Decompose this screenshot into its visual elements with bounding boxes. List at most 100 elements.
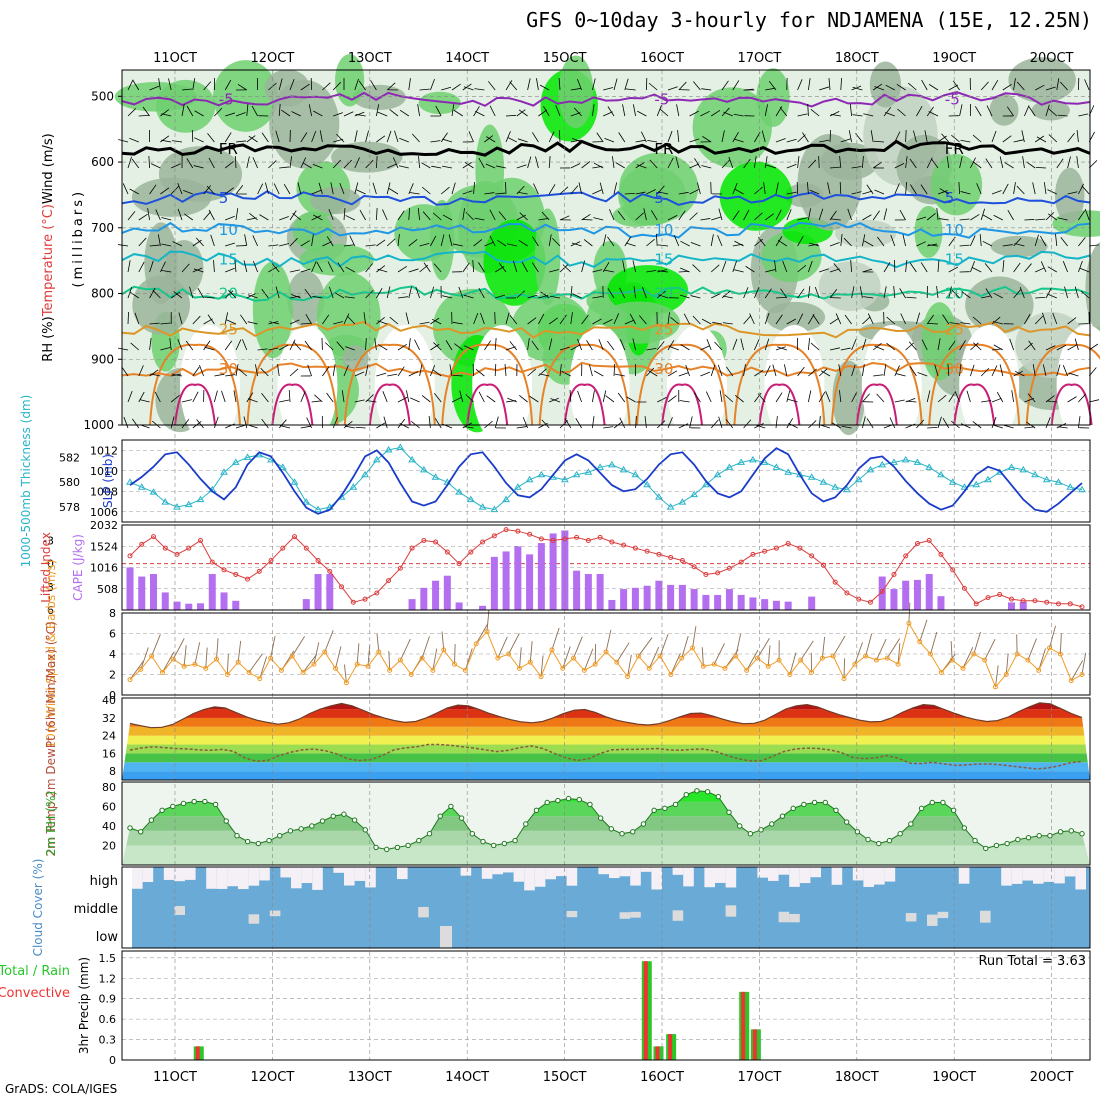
wind-barb [397,366,405,377]
wind-barb [518,239,528,247]
wind-barb [186,158,194,169]
wind-barb [714,341,723,351]
wind-barb [550,398,561,403]
wind-barb [430,286,435,299]
wind-barb [592,104,595,117]
wind-barb [1013,139,1024,143]
rh-patch [534,208,561,306]
wind-barb [376,208,378,221]
cloud-high-cell [1011,867,1023,884]
thickness-tick-label: 580 [59,476,80,489]
wind-barb [161,113,172,117]
wind-barb [203,340,211,351]
wind-barb [808,338,810,351]
wind-barb [194,137,204,143]
x-label-bottom: 20OCT [1030,1070,1074,1085]
wind-barb [765,269,776,273]
wind-barb [408,371,419,377]
wind-barb [603,87,614,91]
panel-frame-upper [121,69,1091,426]
wind-barb [462,190,473,195]
wind-barb [214,390,218,403]
cape-bar [1019,601,1027,610]
wind-barb [261,132,269,143]
wind-barb [1024,105,1030,117]
cape-bar [913,579,921,610]
li-point [985,595,991,601]
temp-tick-label: 32 [102,712,116,725]
wind-point [138,666,144,672]
x-label-bottom: 19OCT [932,1070,976,1085]
cloud-high-cell [513,867,525,882]
wind-barb [1013,289,1022,299]
wind-barb [700,110,710,117]
wind-barb [224,132,232,143]
wind-barb [607,106,615,117]
wind-barb [721,159,730,169]
thickness-point [737,458,746,465]
wind-barb [1078,210,1086,221]
wind-barb [225,267,235,273]
wind-barb [204,346,215,351]
rh-point [223,818,229,824]
wind-barb [991,130,997,143]
thickness-point [502,495,510,503]
wind-barb [999,156,1004,169]
wind-barb [825,391,831,403]
wind-barb [214,107,223,117]
wind-barb [1059,81,1068,91]
slp-tick-label: 1012 [90,444,118,457]
panel-frame-temp [121,697,1091,781]
thickness-point [1066,483,1075,490]
wind-barb [710,264,720,273]
cape-bar [208,574,216,610]
rh-point [801,801,807,808]
wind-barb [948,266,959,273]
thickness-point [631,470,640,478]
wind-barb [449,364,453,377]
wind-barb [693,81,701,91]
wind-barb [885,84,895,91]
isotherm-label: FR [219,140,238,158]
thickness-point [807,473,816,480]
wind-barb [593,217,604,221]
li-point [1079,604,1085,610]
wind-barb [505,131,511,143]
wind-barb [872,210,880,221]
thickness-point [913,458,922,465]
wind-barb [622,104,626,117]
rh-axis-title: 2m RH (%) [44,791,58,856]
wind-barb [946,156,950,169]
wind-barb [489,235,496,247]
wind-barb [197,287,204,299]
wind-barb [632,104,636,117]
wind-barb [710,234,714,247]
rh-tick-label: 60 [102,800,116,813]
wind-point [506,651,512,657]
slp-series [129,447,1083,515]
wind-barb [376,287,383,299]
li-point [480,539,486,545]
precip-tick-label: 0 [109,1054,116,1067]
cape-bar [549,533,557,610]
wind-barb [786,191,797,195]
wind-barb [629,313,636,325]
temp-axis-title: 2m Temp 2m DewPt (6hr Min/Max) (°C) [44,621,58,856]
rh-point [448,803,454,810]
li-point [973,601,979,607]
isotherm-dome-inner [855,383,898,426]
wind-barb [583,239,593,247]
wind-barb-10m [1049,625,1056,648]
wind-barb [365,364,369,377]
wind-barb [149,338,152,351]
li-point [679,558,685,564]
wind-barb [764,312,770,325]
isotherm-dome [441,343,534,426]
wind-barb [177,338,183,351]
cape-bar [678,584,686,610]
wind-barb [883,364,887,377]
isotherm-dome-inner [661,383,703,426]
wind-barb [548,131,555,143]
wind-barb [667,370,678,377]
wind-barb [389,316,399,325]
